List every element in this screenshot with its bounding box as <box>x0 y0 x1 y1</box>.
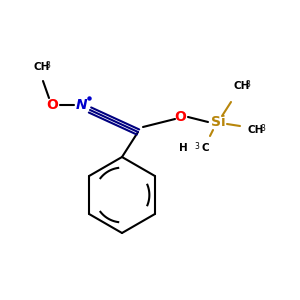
Text: 3: 3 <box>260 124 265 133</box>
Text: CH: CH <box>33 62 50 72</box>
Text: 3: 3 <box>194 142 199 151</box>
Text: C: C <box>201 143 208 153</box>
Text: CH: CH <box>248 125 264 135</box>
Text: H: H <box>179 143 188 153</box>
Text: 3: 3 <box>45 61 50 70</box>
Text: O: O <box>46 98 58 112</box>
Text: N: N <box>76 98 88 112</box>
Text: O: O <box>174 110 186 124</box>
Text: CH: CH <box>233 81 249 91</box>
Text: Si: Si <box>211 115 225 129</box>
Text: 3: 3 <box>245 80 250 89</box>
